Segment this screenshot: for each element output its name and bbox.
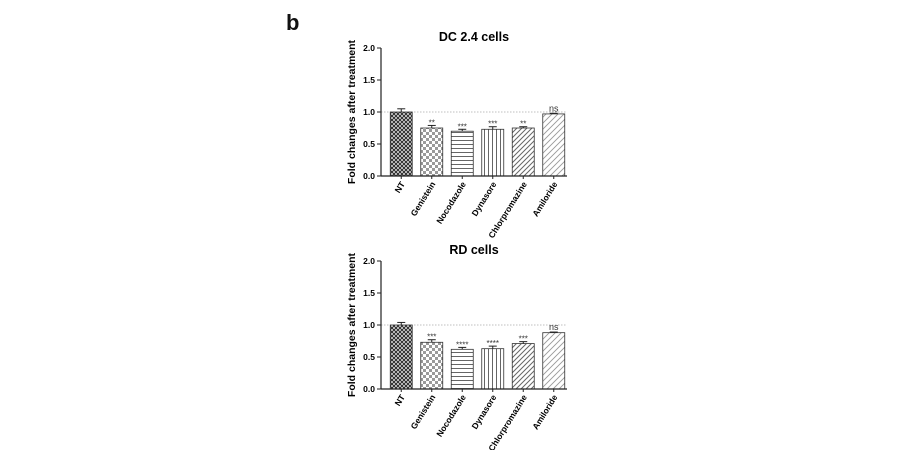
category-label: Dynasore: [469, 393, 498, 431]
category-label: Amiloride: [530, 180, 559, 219]
y-tick-label: 1.5: [363, 75, 375, 85]
significance-label: ns: [549, 103, 559, 113]
bar: [542, 332, 566, 390]
significance-label: ***: [519, 335, 528, 344]
y-tick-label: 0.0: [363, 384, 375, 394]
y-tick-label: 0.0: [363, 171, 375, 181]
significance-label: **: [520, 120, 526, 129]
bar: [450, 130, 474, 177]
category-label: Dynasore: [469, 180, 498, 218]
category-label: Nocodazole: [434, 180, 468, 226]
bar: [511, 127, 535, 177]
bar: [511, 343, 535, 390]
bar: [450, 348, 474, 390]
y-tick-label: 1.0: [363, 107, 375, 117]
y-tick-label: 0.5: [363, 352, 375, 362]
y-tick-label: 1.5: [363, 288, 375, 298]
y-tick-label: 2.0: [363, 43, 375, 53]
bar: [389, 111, 413, 177]
significance-label: ****: [456, 340, 468, 349]
category-label: Amiloride: [530, 393, 559, 432]
significance-label: ns: [549, 322, 559, 332]
bar: [481, 128, 505, 177]
category-label: Genistein: [408, 180, 437, 218]
panel-label: b: [286, 10, 300, 35]
significance-label: ***: [427, 333, 436, 342]
significance-label: ****: [487, 339, 499, 348]
y-tick-label: 0.5: [363, 139, 375, 149]
category-label: NT: [392, 392, 407, 408]
bar: [420, 341, 444, 390]
significance-label: ***: [488, 120, 497, 129]
bar: [481, 348, 505, 390]
category-label: NT: [392, 179, 407, 195]
category-label: Genistein: [408, 393, 437, 431]
bar: [420, 127, 444, 177]
category-label: Nocodazole: [434, 393, 468, 439]
significance-label: **: [429, 118, 435, 127]
significance-label: ***: [458, 122, 467, 131]
y-tick-label: 2.0: [363, 256, 375, 266]
chart-title: RD cells: [449, 243, 498, 257]
bar: [389, 324, 413, 390]
chart-title: DC 2.4 cells: [439, 30, 509, 44]
bar: [542, 113, 566, 177]
y-tick-label: 1.0: [363, 320, 375, 330]
y-axis-label: Fold changes after treatment: [346, 252, 358, 397]
y-axis-label: Fold changes after treatment: [346, 39, 358, 184]
